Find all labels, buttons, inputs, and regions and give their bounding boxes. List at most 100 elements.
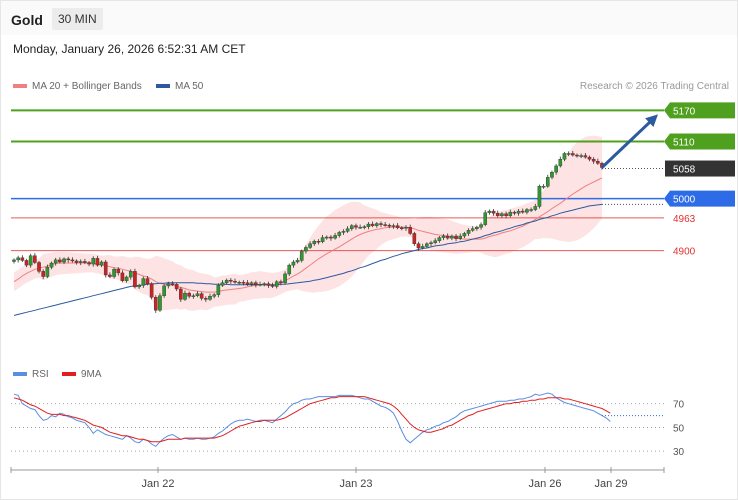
level-box-5000	[664, 190, 735, 207]
candle	[329, 234, 333, 241]
rsi-legend-label: RSI	[32, 369, 49, 380]
candle	[224, 278, 229, 285]
candle-body	[124, 276, 129, 281]
candle	[195, 291, 200, 298]
candle-body	[62, 258, 66, 263]
candle	[308, 241, 312, 250]
ma50-line	[13, 203, 603, 316]
candle	[541, 184, 546, 189]
candle-body	[345, 228, 350, 232]
candle-body	[341, 231, 346, 233]
candle-body	[274, 281, 279, 287]
x-tick-label: Jan 22	[141, 478, 174, 490]
candle	[416, 241, 421, 251]
candle-body	[312, 241, 317, 245]
candle-body	[395, 225, 400, 228]
candle-body	[95, 258, 100, 266]
chart-datetime: Monday, January 26, 2026 6:52:31 AM CET	[13, 42, 246, 56]
candle	[158, 293, 162, 312]
forecast-arrow-shaft	[600, 118, 654, 169]
candle	[562, 151, 567, 162]
candle-body	[470, 228, 475, 231]
candle	[316, 239, 321, 245]
candle-body	[437, 237, 442, 241]
candle-body	[479, 224, 483, 228]
candle-body	[491, 210, 496, 214]
candle	[483, 210, 488, 227]
candle-body	[445, 235, 450, 239]
candle-body	[158, 295, 162, 311]
candle	[370, 221, 375, 228]
candle-body	[216, 285, 221, 295]
timeframe-badge[interactable]: 30 MIN	[52, 8, 103, 30]
candle-body	[529, 209, 533, 211]
candle-body	[537, 185, 542, 207]
legend-ma50: MA 50	[156, 81, 203, 92]
candle	[216, 283, 221, 298]
candle-body	[400, 227, 404, 229]
candle	[16, 255, 20, 263]
candle-body	[383, 224, 387, 226]
candle-body	[583, 155, 588, 158]
candle	[383, 222, 387, 227]
candle-body	[287, 264, 292, 275]
candle	[412, 231, 417, 246]
candle-body	[425, 243, 429, 247]
candle-body	[103, 261, 108, 276]
candle-body	[204, 298, 208, 300]
candle	[545, 174, 550, 188]
candle	[529, 207, 533, 213]
candle-body	[291, 261, 296, 266]
candle-body	[550, 171, 554, 178]
candle	[49, 261, 54, 270]
candle-body	[37, 262, 41, 272]
candle	[479, 222, 483, 230]
candle	[87, 260, 91, 267]
candle-body	[16, 257, 20, 261]
candle-body	[558, 158, 563, 167]
candle	[550, 170, 554, 180]
candle	[558, 156, 563, 168]
candle	[379, 221, 383, 228]
candle	[387, 223, 392, 229]
candle-body	[433, 240, 437, 243]
candle	[591, 157, 596, 164]
candle-body	[366, 223, 371, 227]
candle	[112, 267, 116, 279]
candle	[408, 224, 412, 235]
candle	[220, 280, 225, 287]
candle-body	[508, 211, 513, 216]
candle-body	[191, 295, 196, 297]
candle	[270, 282, 275, 288]
ma50-legend-label: MA 50	[175, 81, 204, 92]
rsi-tick-30: 30	[673, 447, 685, 458]
candle	[395, 223, 400, 230]
candle	[429, 240, 433, 247]
candle	[475, 225, 479, 231]
candle-body	[99, 261, 104, 266]
candle-body	[49, 262, 54, 268]
candle	[258, 281, 262, 287]
candle-body	[78, 261, 83, 263]
candle-body	[316, 241, 321, 243]
x-tick-label: Jan 26	[528, 478, 561, 490]
ma50-swatch	[156, 84, 170, 89]
candle	[341, 229, 346, 235]
candle-body	[562, 153, 567, 160]
candle-body	[112, 269, 116, 277]
candle-body	[266, 283, 271, 286]
candle	[153, 295, 158, 313]
candle-body	[283, 273, 287, 283]
candle-body	[28, 255, 33, 266]
candle	[520, 208, 525, 214]
legend-rsi: RSI	[13, 369, 49, 380]
candle	[512, 210, 517, 216]
candle-body	[541, 185, 546, 188]
candle	[174, 282, 179, 292]
candle-body	[587, 156, 592, 160]
candle	[571, 150, 575, 157]
candle	[575, 153, 579, 158]
candle	[183, 290, 187, 301]
ma20-legend-label: MA 20 + Bollinger Bands	[32, 81, 142, 92]
